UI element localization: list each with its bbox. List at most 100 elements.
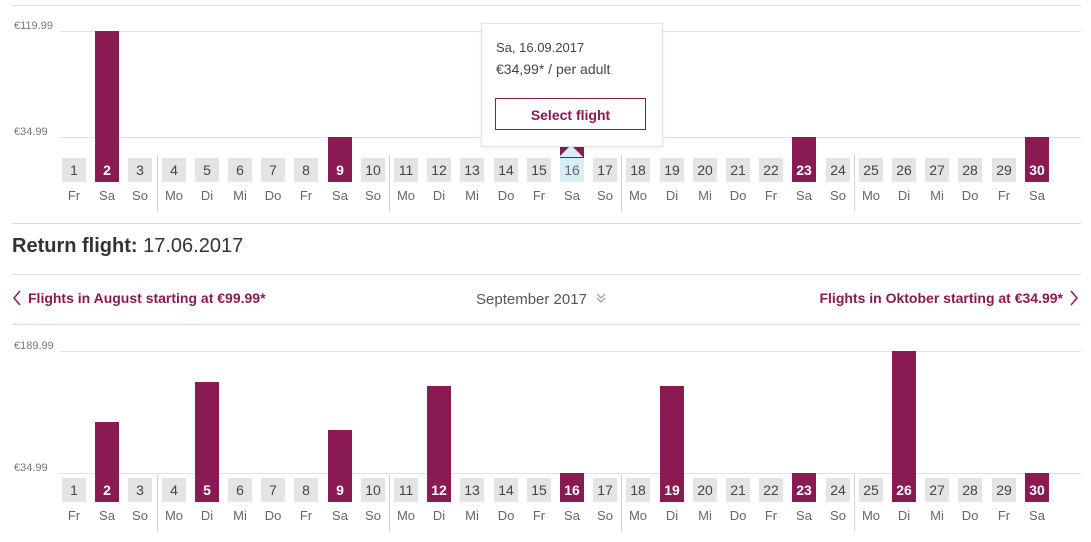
outbound-day-28[interactable]: 28 — [958, 158, 982, 182]
outbound-day-16[interactable]: 16 — [560, 158, 584, 182]
return-day-16[interactable]: 16 — [560, 478, 584, 502]
return-day-22[interactable]: 22 — [759, 478, 783, 502]
outbound-day-19[interactable]: 19 — [660, 158, 684, 182]
outbound-bottom-divider — [12, 223, 1081, 224]
flight-tooltip: Sa, 16.09.2017 €34,99* / per adult Selec… — [481, 23, 663, 147]
outbound-weekday-13: Mi — [465, 188, 479, 203]
outbound-day-3[interactable]: 3 — [128, 158, 152, 182]
outbound-weekday-17: So — [597, 188, 613, 203]
outbound-weekday-11: Mo — [396, 188, 416, 203]
return-price-bar-12[interactable] — [427, 386, 451, 478]
outbound-day-23[interactable]: 23 — [792, 158, 816, 182]
return-day-30[interactable]: 30 — [1025, 478, 1049, 502]
next-month-label: Flights in Oktober starting at €34.99* — [819, 290, 1063, 306]
outbound-day-7[interactable]: 7 — [261, 158, 285, 182]
return-day-14[interactable]: 14 — [494, 478, 518, 502]
select-flight-button[interactable]: Select flight — [495, 98, 646, 130]
outbound-day-17[interactable]: 17 — [593, 158, 617, 182]
outbound-day-12[interactable]: 12 — [427, 158, 451, 182]
outbound-day-14[interactable]: 14 — [494, 158, 518, 182]
return-price-bar-23[interactable] — [792, 473, 816, 478]
return-weekday-25: Mo — [861, 508, 881, 523]
prev-month-link[interactable]: Flights in August starting at €99.99* — [12, 290, 266, 306]
outbound-day-24[interactable]: 24 — [826, 158, 850, 182]
outbound-weekday-3: So — [132, 188, 148, 203]
outbound-weekday-23: Sa — [796, 188, 812, 203]
return-price-bar-16[interactable] — [560, 473, 584, 478]
return-day-19[interactable]: 19 — [660, 478, 684, 502]
outbound-day-10[interactable]: 10 — [361, 158, 385, 182]
return-day-17[interactable]: 17 — [593, 478, 617, 502]
return-weekday-24: So — [830, 508, 846, 523]
return-price-bar-30[interactable] — [1025, 473, 1049, 478]
return-day-24[interactable]: 24 — [826, 478, 850, 502]
month-selector[interactable]: September 2017 — [476, 291, 607, 308]
outbound-day-13[interactable]: 13 — [460, 158, 484, 182]
outbound-weekday-12: Di — [432, 188, 446, 203]
return-price-bar-5[interactable] — [195, 382, 219, 478]
return-weekday-26: Di — [897, 508, 911, 523]
outbound-week-separator — [389, 155, 390, 211]
return-day-2[interactable]: 2 — [95, 478, 119, 502]
return-day-3[interactable]: 3 — [128, 478, 152, 502]
outbound-day-27[interactable]: 27 — [925, 158, 949, 182]
return-day-7[interactable]: 7 — [261, 478, 285, 502]
outbound-price-bar-9[interactable] — [328, 137, 352, 158]
outbound-day-6[interactable]: 6 — [228, 158, 252, 182]
outbound-day-30[interactable]: 30 — [1025, 158, 1049, 182]
outbound-day-5[interactable]: 5 — [195, 158, 219, 182]
outbound-weekday-1: Fr — [67, 188, 81, 203]
return-day-4[interactable]: 4 — [162, 478, 186, 502]
return-day-1[interactable]: 1 — [62, 478, 86, 502]
outbound-day-26[interactable]: 26 — [892, 158, 916, 182]
next-month-link[interactable]: Flights in Oktober starting at €34.99* — [819, 290, 1079, 306]
return-day-23[interactable]: 23 — [792, 478, 816, 502]
return-day-11[interactable]: 11 — [394, 478, 418, 502]
outbound-day-15[interactable]: 15 — [527, 158, 551, 182]
return-day-15[interactable]: 15 — [527, 478, 551, 502]
outbound-day-22[interactable]: 22 — [759, 158, 783, 182]
return-day-27[interactable]: 27 — [925, 478, 949, 502]
return-day-12[interactable]: 12 — [427, 478, 451, 502]
return-price-bar-9[interactable] — [328, 430, 352, 478]
outbound-day-9[interactable]: 9 — [328, 158, 352, 182]
return-day-29[interactable]: 29 — [992, 478, 1016, 502]
tooltip-price: €34,99* / per adult — [496, 61, 611, 77]
return-day-26[interactable]: 26 — [892, 478, 916, 502]
outbound-day-8[interactable]: 8 — [294, 158, 318, 182]
outbound-day-1[interactable]: 1 — [62, 158, 86, 182]
outbound-price-bar-30[interactable] — [1025, 137, 1049, 158]
outbound-week-separator — [621, 155, 622, 211]
outbound-weekday-8: Fr — [299, 188, 313, 203]
return-day-13[interactable]: 13 — [460, 478, 484, 502]
outbound-day-29[interactable]: 29 — [992, 158, 1016, 182]
return-day-21[interactable]: 21 — [726, 478, 750, 502]
return-day-8[interactable]: 8 — [294, 478, 318, 502]
outbound-weekday-30: Sa — [1029, 188, 1045, 203]
return-price-bar-26[interactable] — [892, 351, 916, 478]
outbound-day-2[interactable]: 2 — [95, 158, 119, 182]
return-price-bar-19[interactable] — [660, 386, 684, 478]
outbound-day-20[interactable]: 20 — [693, 158, 717, 182]
outbound-weekday-5: Di — [200, 188, 214, 203]
return-day-18[interactable]: 18 — [626, 478, 650, 502]
outbound-price-bar-2[interactable] — [95, 31, 119, 158]
outbound-day-21[interactable]: 21 — [726, 158, 750, 182]
outbound-day-18[interactable]: 18 — [626, 158, 650, 182]
return-weekday-3: So — [132, 508, 148, 523]
outbound-day-25[interactable]: 25 — [859, 158, 883, 182]
outbound-day-11[interactable]: 11 — [394, 158, 418, 182]
outbound-weekday-9: Sa — [332, 188, 348, 203]
outbound-price-bar-23[interactable] — [792, 137, 816, 158]
return-day-20[interactable]: 20 — [693, 478, 717, 502]
outbound-weekday-19: Di — [665, 188, 679, 203]
return-price-bar-2[interactable] — [95, 422, 119, 478]
return-day-6[interactable]: 6 — [228, 478, 252, 502]
return-day-25[interactable]: 25 — [859, 478, 883, 502]
return-day-5[interactable]: 5 — [195, 478, 219, 502]
return-weekday-20: Mi — [698, 508, 712, 523]
outbound-day-4[interactable]: 4 — [162, 158, 186, 182]
return-day-28[interactable]: 28 — [958, 478, 982, 502]
return-day-9[interactable]: 9 — [328, 478, 352, 502]
return-day-10[interactable]: 10 — [361, 478, 385, 502]
